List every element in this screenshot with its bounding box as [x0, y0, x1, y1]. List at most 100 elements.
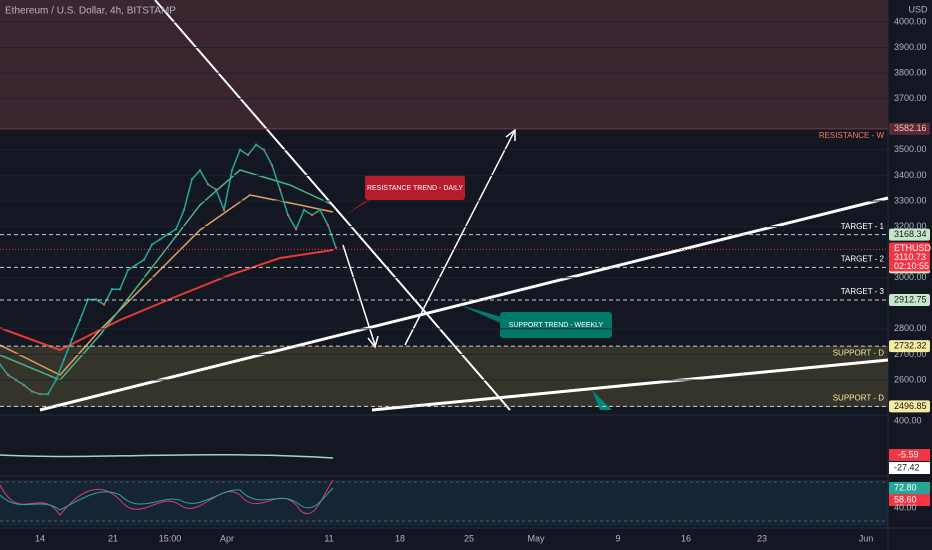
- volume-scale-label: 400.00: [894, 415, 922, 425]
- rsi-tag: [889, 494, 930, 506]
- level-label: SUPPORT - D: [833, 348, 884, 357]
- price-tag-text: 2732.32: [894, 341, 927, 351]
- price-point: [62, 358, 66, 361]
- callout-pointer: [460, 305, 505, 325]
- price-point: [134, 263, 138, 267]
- price-tag-text: 2912.75: [894, 294, 927, 304]
- price-tick-label: 3500.00: [894, 144, 927, 154]
- price-tick-label: 3900.00: [894, 42, 927, 52]
- price-tag-text: 2496.85: [894, 401, 927, 411]
- price-point: [182, 208, 186, 212]
- price-point: [246, 153, 250, 157]
- callout-text: SUPPORT TREND - WEEKLY: [509, 322, 604, 329]
- price-point: [142, 258, 146, 262]
- time-label: 11: [324, 533, 333, 543]
- level-label: TARGET - 1: [841, 222, 885, 231]
- price-tick-label: 3400.00: [894, 170, 927, 180]
- price-tag: [889, 122, 930, 135]
- callout-pointer: [592, 390, 612, 410]
- level-label: RESISTANCE - W: [819, 131, 885, 140]
- price-point: [318, 208, 322, 212]
- support-trend: [39, 196, 889, 412]
- level-label: TARGET - 2: [841, 254, 885, 263]
- price-point: [102, 303, 106, 306]
- rsi-value: 58.60: [894, 494, 917, 504]
- price-point: [190, 178, 194, 181]
- price-point: [110, 288, 114, 291]
- price-point: [78, 318, 82, 322]
- price-point: [150, 243, 154, 246]
- macd-tag: [889, 449, 930, 461]
- price-point: [206, 183, 210, 186]
- price-point: [14, 378, 18, 382]
- time-label: 23: [757, 533, 767, 543]
- price-point: [38, 392, 42, 396]
- arrow-down: [342, 244, 376, 346]
- price-point: [0, 363, 2, 366]
- resistance-trend: [154, 0, 511, 411]
- price-point: [230, 169, 234, 172]
- price-point: [334, 246, 338, 249]
- time-label: 25: [464, 533, 474, 543]
- last-price-countdown: 02:10:55: [894, 261, 929, 271]
- support-zone: [0, 346, 888, 407]
- callout-box: [500, 312, 612, 338]
- price-point: [238, 148, 242, 152]
- time-label: Apr: [220, 533, 234, 543]
- time-label: 18: [395, 533, 405, 543]
- price-point: [286, 213, 290, 217]
- price-tick-label: 3000.00: [894, 272, 927, 282]
- time-label: 9: [615, 533, 620, 543]
- time-label: 21: [108, 533, 118, 543]
- ma-red: [0, 249, 334, 352]
- price-tick-label: 3200.00: [894, 221, 927, 231]
- price-tick-label: 4000.00: [894, 16, 927, 26]
- price-point: [254, 143, 258, 146]
- time-label: 14: [35, 533, 45, 543]
- time-label: May: [527, 533, 545, 543]
- macd-value: -5.59: [898, 449, 919, 459]
- price-tick-label: 3800.00: [894, 68, 927, 78]
- macd-line: [0, 454, 334, 459]
- rsi-tag: [889, 482, 930, 494]
- price-tick-label: 2600.00: [894, 374, 927, 384]
- price-point: [6, 373, 10, 377]
- resistance-zone: [0, 0, 888, 129]
- price-point: [70, 337, 74, 341]
- ma-green: [0, 169, 334, 381]
- time-label: 16: [681, 533, 691, 543]
- price-point: [94, 298, 98, 301]
- price-point: [270, 164, 274, 167]
- rsi-value: 72.80: [894, 482, 917, 492]
- arrow-up: [404, 129, 516, 346]
- level-label: TARGET - 3: [841, 287, 885, 296]
- price-tick-label: 3700.00: [894, 93, 927, 103]
- price-point: [158, 238, 162, 241]
- price-tick-label: 2800.00: [894, 323, 927, 333]
- price-point: [30, 390, 34, 393]
- price-tick-label: 2700.00: [894, 349, 927, 359]
- support-trend-low: [371, 358, 889, 412]
- callout-pointer: [345, 198, 370, 215]
- price-tag: [889, 400, 930, 413]
- price-point: [262, 148, 266, 152]
- stoch-d: [0, 487, 334, 511]
- price-point: [22, 383, 26, 387]
- macd-tag: [889, 462, 930, 474]
- last-price-value: 3110.73: [894, 252, 926, 262]
- price-point: [46, 392, 50, 396]
- ma-orange: [0, 194, 334, 376]
- time-label: 15:00: [159, 533, 182, 543]
- callout-text: RESISTANCE TREND - DAILY: [367, 185, 463, 192]
- level-label: SUPPORT - D: [833, 393, 884, 402]
- price-tag: [889, 294, 930, 307]
- last-price-tag: [889, 242, 930, 272]
- macd-value: -27.42: [894, 462, 920, 472]
- price-point: [326, 224, 330, 227]
- price-point: [118, 288, 122, 291]
- currency: USD: [908, 4, 928, 14]
- price-point: [302, 208, 306, 212]
- last-price-symbol: ETHUSD: [894, 243, 932, 253]
- price-point: [214, 188, 218, 191]
